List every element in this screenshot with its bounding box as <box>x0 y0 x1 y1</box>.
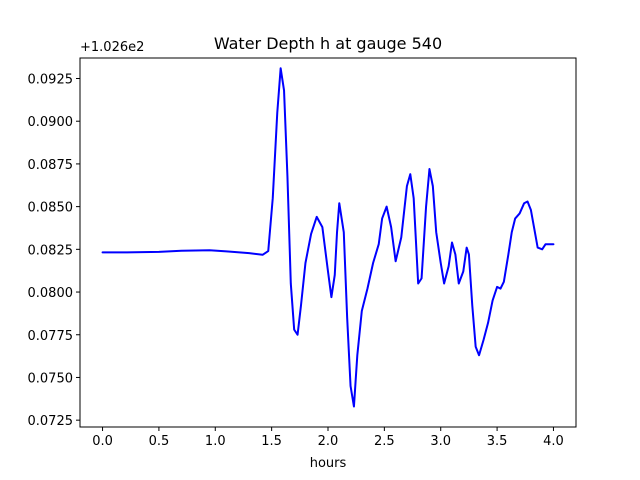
y-tick-label: 0.0875 <box>28 158 74 173</box>
x-tick-label: 3.0 <box>430 434 451 449</box>
y-offset-label: +1.026e2 <box>80 40 144 55</box>
y-tick-label: 0.0825 <box>28 243 74 258</box>
x-tick-label: 1.0 <box>205 434 226 449</box>
x-tick-label: 0.0 <box>92 434 113 449</box>
series-line-0 <box>101 67 555 408</box>
y-tick-label: 0.0725 <box>28 414 74 429</box>
y-tick-label: 0.0925 <box>28 73 74 88</box>
x-tick-label: 1.5 <box>261 434 282 449</box>
y-tick-label: 0.0900 <box>28 115 74 130</box>
chart-title: Water Depth h at gauge 540 <box>214 34 442 53</box>
x-axis-label: hours <box>310 456 347 471</box>
y-tick-label: 0.0750 <box>28 371 74 386</box>
plot-area: 0.0 0.5 1.0 1.5 2.0 2.5 3.0 3.5 4.0 0.0725 0.0750 0… <box>28 57 577 449</box>
x-tick-label: 4.0 <box>543 434 564 449</box>
y-tick-label: 0.0775 <box>28 329 74 344</box>
x-tick-label: 0.5 <box>149 434 170 449</box>
x-tick-label: 2.0 <box>318 434 339 449</box>
y-tick-label: 0.0800 <box>28 286 74 301</box>
y-tick-label: 0.0850 <box>28 201 74 216</box>
x-tick-label: 2.5 <box>374 434 395 449</box>
x-tick-label: 3.5 <box>487 434 508 449</box>
